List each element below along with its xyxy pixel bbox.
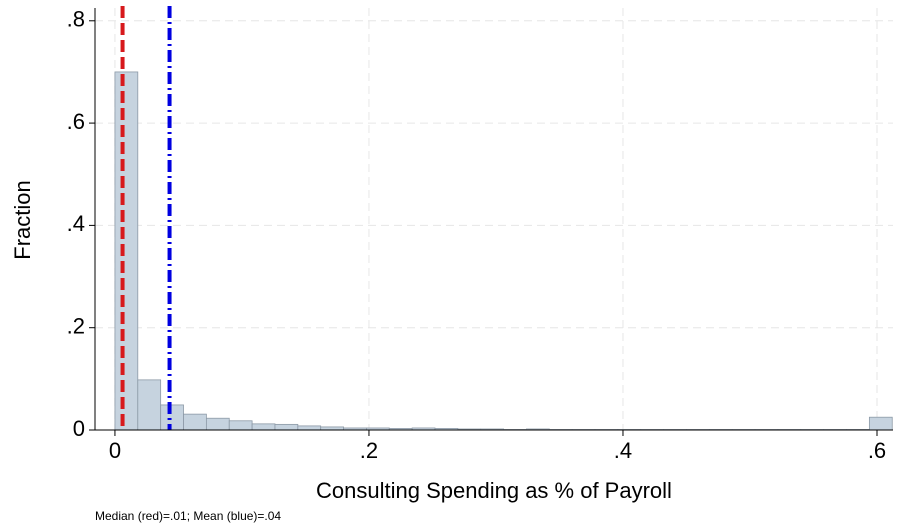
x-tick-label: .2 xyxy=(360,438,378,463)
x-axis-title: Consulting Spending as % of Payroll xyxy=(316,478,672,503)
bar xyxy=(183,413,207,431)
x-tick-label: .4 xyxy=(614,438,632,463)
y-tick-label: 0 xyxy=(73,416,85,441)
bar xyxy=(274,423,299,431)
bar xyxy=(251,423,276,431)
bar xyxy=(137,379,162,431)
x-tick-label: 0 xyxy=(109,438,121,463)
bar xyxy=(114,71,139,431)
y-tick-label: .2 xyxy=(67,314,85,339)
y-tick-label: .6 xyxy=(67,109,85,134)
bar xyxy=(160,404,184,431)
bar xyxy=(228,420,253,431)
x-tick-label: .6 xyxy=(868,438,886,463)
note: Median (red)=.01; Mean (blue)=.04 xyxy=(95,509,281,523)
y-tick-label: .4 xyxy=(67,211,85,236)
bar xyxy=(297,425,322,431)
y-axis-title: Fraction xyxy=(10,180,35,259)
bar xyxy=(205,417,230,431)
y-tick-label: .8 xyxy=(67,7,85,32)
bar xyxy=(868,416,893,431)
